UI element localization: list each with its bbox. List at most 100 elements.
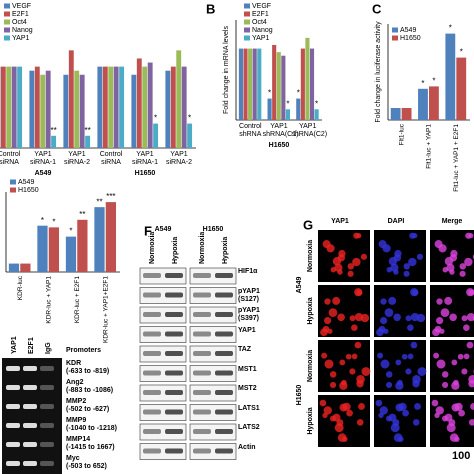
cell — [347, 263, 355, 270]
gel-band — [40, 404, 54, 409]
blot-strip — [189, 267, 237, 285]
cell — [433, 352, 440, 359]
bar — [281, 55, 286, 120]
legend-swatch — [392, 35, 398, 41]
x-tick-label: YAP1 shRNA(C2) — [291, 123, 328, 138]
legend-label: Nanog — [252, 27, 273, 34]
cell — [329, 371, 337, 378]
significance: ** — [84, 126, 90, 135]
cell — [436, 317, 444, 325]
blot-strip — [139, 287, 187, 304]
significance: * — [188, 114, 191, 123]
gel-band — [40, 461, 54, 466]
gel-band — [23, 442, 37, 447]
x-tick-label: KDR-luc — [17, 275, 24, 300]
gel-band — [40, 366, 54, 371]
blot-strip — [139, 365, 187, 382]
blot-band — [193, 331, 211, 337]
cell — [466, 312, 474, 322]
bar — [252, 48, 257, 121]
legend-swatch — [244, 11, 250, 17]
cell — [339, 359, 346, 366]
legend-label: A549 — [18, 179, 34, 186]
blot-band — [193, 390, 211, 395]
cell — [393, 254, 402, 262]
blot-band — [143, 292, 161, 298]
cell — [324, 317, 332, 325]
cell — [446, 263, 455, 272]
bar — [48, 227, 60, 272]
region-label: (-503 to 652) — [66, 463, 107, 470]
x-tick-label: Flt1-luc + YAP1 + E2F1 — [453, 124, 460, 192]
legend-label: H1650 — [18, 187, 39, 194]
significance: * — [449, 24, 452, 33]
blot-strip — [139, 443, 187, 460]
protein-label: Actin — [238, 443, 256, 451]
blot-band — [143, 448, 161, 454]
cell — [432, 328, 440, 337]
cell — [339, 403, 348, 412]
cell — [319, 399, 327, 407]
blot-band — [165, 331, 183, 337]
panel-letter: C — [372, 1, 382, 16]
cell — [385, 371, 393, 378]
gel-band — [23, 461, 37, 466]
blot-band — [165, 273, 183, 278]
cell — [337, 433, 347, 442]
cell — [324, 359, 334, 369]
cell — [458, 409, 465, 417]
gene-label: MMP14 — [66, 436, 91, 443]
legend-label: YAP1 — [252, 35, 269, 42]
condition-label: Normoxia — [199, 232, 206, 264]
cell — [449, 313, 457, 322]
cell — [459, 270, 466, 277]
cell — [337, 313, 345, 322]
cell — [436, 298, 443, 305]
cell — [322, 412, 328, 419]
cell — [334, 263, 343, 272]
bar — [17, 66, 23, 148]
cell — [341, 379, 347, 386]
bar — [401, 108, 412, 120]
cell — [466, 341, 474, 349]
bar — [296, 98, 301, 120]
bar — [285, 109, 291, 120]
cell — [356, 375, 365, 384]
gene-label: MMP9 — [66, 417, 87, 424]
blot-band — [165, 292, 183, 298]
cell — [349, 368, 356, 375]
cell — [358, 403, 365, 410]
x-tick-label: YAP1 siRNA-1 — [131, 151, 159, 166]
blot-strip — [139, 306, 187, 324]
cell — [320, 328, 328, 337]
blot-band — [143, 429, 161, 434]
cell — [360, 313, 370, 323]
significance: ** — [50, 126, 56, 135]
blot-band — [215, 409, 233, 415]
legend-swatch — [244, 19, 250, 25]
cell — [401, 353, 408, 360]
bar — [113, 66, 119, 148]
gel-band — [40, 423, 54, 428]
significance: * — [421, 79, 424, 88]
gel-band — [6, 366, 20, 371]
stain-label: Merge — [441, 218, 463, 225]
bar — [142, 66, 148, 148]
legend-label: Nanog — [12, 27, 33, 34]
cell — [431, 399, 439, 407]
cell — [385, 381, 393, 389]
bar — [418, 88, 428, 120]
gel-band — [23, 366, 37, 371]
cell — [356, 419, 364, 426]
gene-label: Myc — [66, 455, 80, 462]
legend-label: E2F1 — [12, 11, 29, 18]
bar — [37, 225, 48, 272]
cell — [332, 296, 341, 305]
cell-line-label: A549 — [154, 226, 172, 233]
cell — [354, 288, 363, 297]
legend-swatch — [4, 35, 10, 41]
bar — [176, 50, 182, 148]
blot-band — [215, 429, 233, 434]
blot-band — [143, 390, 161, 395]
cell — [329, 381, 337, 389]
